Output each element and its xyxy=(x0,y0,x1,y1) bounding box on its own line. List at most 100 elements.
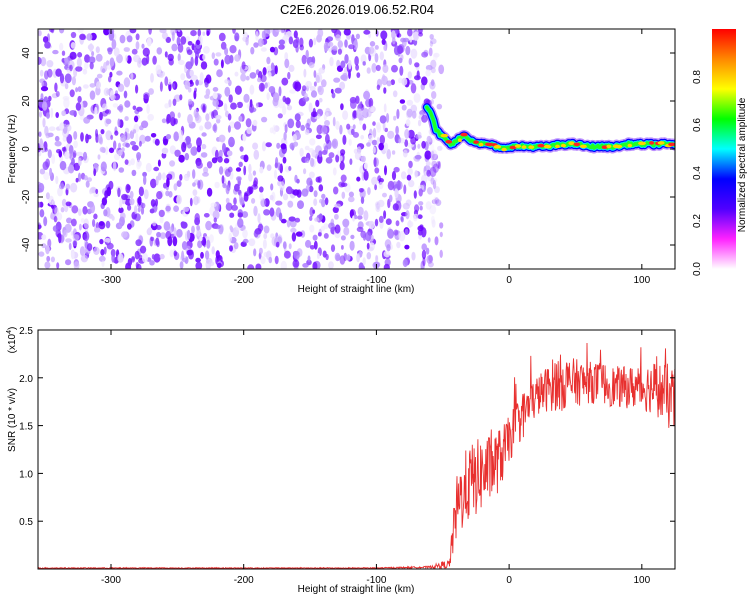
snr-y-tick-label: 1.0 xyxy=(19,469,33,480)
noise-blob-1162 xyxy=(421,76,428,86)
noise-blob-955 xyxy=(215,250,220,259)
noise-blob-939 xyxy=(269,194,274,201)
noise-blob-1632 xyxy=(222,143,226,153)
noise-blob-1530 xyxy=(278,39,285,45)
noise-blob-1392 xyxy=(352,124,356,130)
noise-blob-2 xyxy=(356,72,361,78)
noise-blob-912 xyxy=(250,46,255,55)
noise-blob-579 xyxy=(147,227,153,234)
noise-blob-1373 xyxy=(427,261,434,268)
noise-blob-1229 xyxy=(325,133,330,144)
noise-blob-1390 xyxy=(163,221,171,231)
noise-blob-1448 xyxy=(360,231,366,239)
noise-blob-219 xyxy=(159,253,165,260)
noise-blob-1494 xyxy=(191,43,195,51)
noise-blob-721 xyxy=(200,251,204,259)
noise-blob-1589 xyxy=(118,104,124,113)
noise-blob-1456 xyxy=(135,239,142,247)
noise-blob-152 xyxy=(266,92,270,101)
noise-blob-780 xyxy=(123,47,130,52)
spectrogram-data xyxy=(38,29,675,269)
noise-blob-1480 xyxy=(205,113,210,122)
noise-blob-39 xyxy=(260,47,267,52)
noise-blob-1156 xyxy=(253,177,259,187)
noise-blob-1026 xyxy=(196,137,202,148)
noise-blob-650 xyxy=(315,74,320,83)
noise-blob-1689 xyxy=(65,183,71,190)
noise-blob-1474 xyxy=(206,239,211,249)
noise-blob-1446 xyxy=(251,184,258,190)
noise-blob-737 xyxy=(77,208,82,216)
snr-y-tick-label: 1.5 xyxy=(19,422,33,433)
noise-blob-1191 xyxy=(73,140,78,149)
noise-blob-1278 xyxy=(293,30,298,39)
noise-blob-957 xyxy=(154,138,160,146)
noise-blob-1683 xyxy=(223,103,228,112)
noise-blob-761 xyxy=(421,114,428,123)
noise-blob-1679 xyxy=(397,45,404,54)
noise-blob-740 xyxy=(164,51,168,58)
noise-blob-1076 xyxy=(89,188,93,195)
noise-blob-1104 xyxy=(40,93,44,100)
noise-blob-1230 xyxy=(246,127,252,135)
noise-blob-878 xyxy=(176,194,182,205)
noise-blob-1529 xyxy=(45,192,50,200)
noise-blob-1038 xyxy=(80,254,88,263)
ridge-hotspot-2 xyxy=(457,138,462,142)
noise-blob-1117 xyxy=(77,95,82,103)
noise-blob-870 xyxy=(240,73,247,82)
noise-blob-806 xyxy=(374,53,379,63)
noise-blob-1686 xyxy=(127,258,133,267)
noise-blob-1234 xyxy=(245,118,252,128)
snr-y-tick-label: 2.0 xyxy=(19,374,33,385)
noise-blob-1378 xyxy=(391,30,396,40)
noise-blob-1096 xyxy=(186,49,193,55)
noise-blob-1640 xyxy=(111,253,116,263)
noise-blob-1441 xyxy=(216,69,223,78)
noise-blob-1037 xyxy=(402,149,408,158)
noise-blob-908 xyxy=(70,250,75,260)
noise-blob-351 xyxy=(332,206,339,213)
noise-blob-855 xyxy=(96,81,101,89)
noise-blob-1623 xyxy=(418,188,423,197)
noise-blob-1295 xyxy=(439,222,444,229)
noise-blob-1463 xyxy=(130,141,136,146)
noise-blob-466 xyxy=(285,186,293,195)
noise-blob-1408 xyxy=(205,74,212,84)
noise-blob-1416 xyxy=(54,207,59,217)
noise-blob-1084 xyxy=(339,155,343,161)
noise-blob-1060 xyxy=(156,191,163,200)
noise-blob-227 xyxy=(438,64,445,75)
noise-blob-1603 xyxy=(215,114,222,120)
noise-blob-1398 xyxy=(224,79,230,84)
noise-blob-1486 xyxy=(165,203,172,214)
noise-blob-1526 xyxy=(117,253,124,263)
noise-blob-1472 xyxy=(334,87,342,94)
noise-blob-1047 xyxy=(95,46,100,54)
noise-blob-1212 xyxy=(429,81,436,90)
noise-blob-786 xyxy=(218,166,224,175)
noise-blob-783 xyxy=(234,183,240,192)
noise-blob-38 xyxy=(305,239,312,248)
noise-blob-846 xyxy=(384,142,389,152)
noise-blob-1496 xyxy=(181,141,187,153)
noise-blob-1008 xyxy=(98,221,105,226)
noise-blob-1072 xyxy=(331,138,339,149)
noise-blob-1089 xyxy=(118,142,121,149)
noise-blob-1210 xyxy=(263,29,271,38)
noise-blob-1626 xyxy=(259,193,264,201)
noise-blob-701 xyxy=(135,132,139,143)
noise-blob-1274 xyxy=(302,263,309,268)
noise-blob-36 xyxy=(429,34,434,40)
noise-blob-859 xyxy=(292,189,300,196)
spectrogram-x-tick-label: 0 xyxy=(506,275,512,286)
noise-blob-298 xyxy=(411,251,416,261)
noise-blob-1611 xyxy=(356,226,364,232)
noise-blob-1269 xyxy=(144,135,151,142)
snr-y-multiplier: (x104) xyxy=(6,327,18,354)
noise-blob-1612 xyxy=(350,234,355,240)
noise-blob-146 xyxy=(82,151,88,161)
noise-blob-1178 xyxy=(215,149,219,160)
noise-blob-1101 xyxy=(417,225,424,232)
noise-blob-1510 xyxy=(92,219,96,227)
